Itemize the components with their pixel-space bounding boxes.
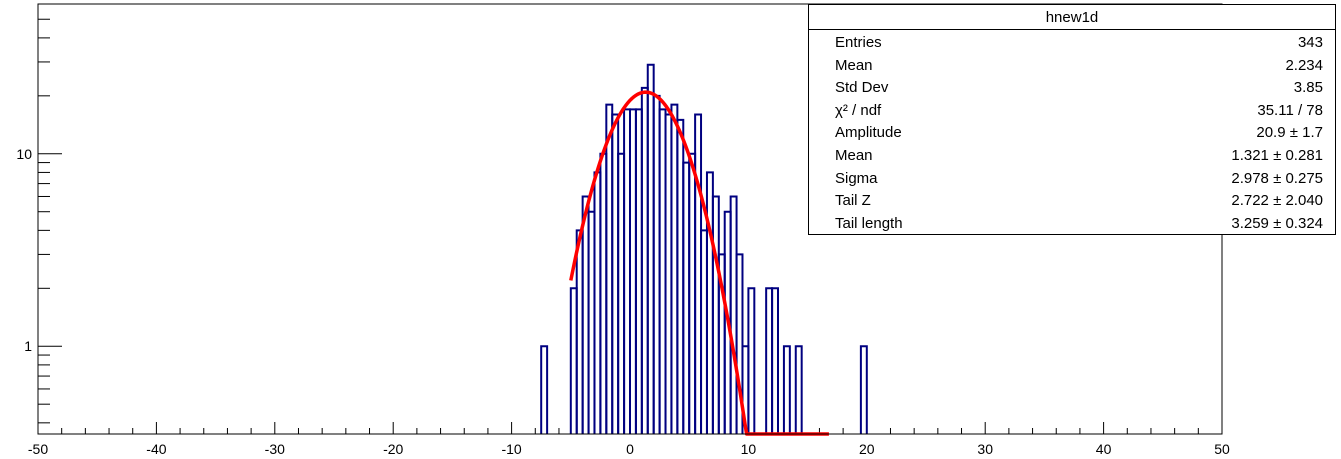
stats-value: 343	[1297, 34, 1323, 51]
x-tick-label: -40	[146, 441, 166, 457]
stats-value: 3.259 ± 0.324	[1231, 214, 1323, 232]
stats-label: Amplitude	[835, 124, 902, 142]
stats-value: 2.234	[1285, 56, 1323, 74]
stats-label: Tail Z	[835, 192, 871, 210]
stats-value: 2.722 ± 2.040	[1231, 192, 1323, 210]
x-tick-label: -10	[501, 441, 521, 457]
stats-value: 35.11 / 78	[1257, 101, 1323, 119]
stats-value: 3.85	[1293, 79, 1323, 97]
stats-row: χ² / ndf 35.11 / 78	[809, 99, 1335, 122]
x-tick-label: 50	[1214, 441, 1230, 457]
x-tick-label: 30	[977, 441, 993, 457]
histogram-bin	[794, 345, 803, 434]
stats-row: Entries 343	[809, 31, 1335, 54]
stats-row: Tail Z 2.722 ± 2.040	[809, 189, 1335, 212]
stats-label: Mean	[835, 147, 873, 164]
histogram-bin	[735, 253, 744, 434]
histogram-bin	[771, 287, 779, 434]
x-tick-label: 20	[859, 441, 875, 457]
x-tick-label: 10	[741, 441, 757, 457]
stats-box: hnew1d Entries 343 Mean 2.234 Std Dev 3.85 χ² …	[808, 4, 1336, 235]
x-tick-label: 40	[1096, 441, 1112, 457]
stats-title: hnew1d	[809, 5, 1335, 30]
y-tick-label: 10	[16, 146, 32, 162]
y-tick-label: 1	[24, 338, 32, 354]
stats-row: Tail length 3.259 ± 0.324	[809, 212, 1335, 235]
histogram-bin	[859, 345, 868, 434]
stats-value: 2.978 ± 0.275	[1231, 169, 1323, 187]
axes-layer: -50 -40 -30 -20 -10 0 10 20 30 40 50 1 10	[16, 3, 1230, 457]
stats-value: 1.321 ± 0.281	[1231, 147, 1323, 164]
stats-label: Tail length	[835, 214, 903, 232]
stats-value: 20.9 ± 1.7	[1256, 124, 1323, 142]
stats-label: Mean	[835, 56, 873, 74]
x-tick-label: 0	[626, 441, 634, 457]
stats-label: Std Dev	[835, 79, 889, 97]
stats-row: Amplitude 20.9 ± 1.7	[809, 121, 1335, 144]
histogram-bin	[540, 345, 549, 434]
stats-row: Sigma 2.978 ± 0.275	[809, 167, 1335, 190]
stats-row: Mean 2.234	[809, 54, 1335, 77]
stats-label: χ² / ndf	[835, 101, 882, 119]
stats-label: Sigma	[835, 169, 878, 187]
stats-label: Entries	[835, 34, 882, 51]
x-tick-label: -30	[265, 441, 285, 457]
stats-row: Mean 1.321 ± 0.281	[809, 144, 1335, 167]
histogram-bin	[782, 345, 791, 434]
x-tick-label: -50	[28, 441, 48, 457]
x-tick-label: -20	[383, 441, 403, 457]
histogram-bin	[747, 287, 756, 434]
stats-row: Std Dev 3.85	[809, 76, 1335, 99]
